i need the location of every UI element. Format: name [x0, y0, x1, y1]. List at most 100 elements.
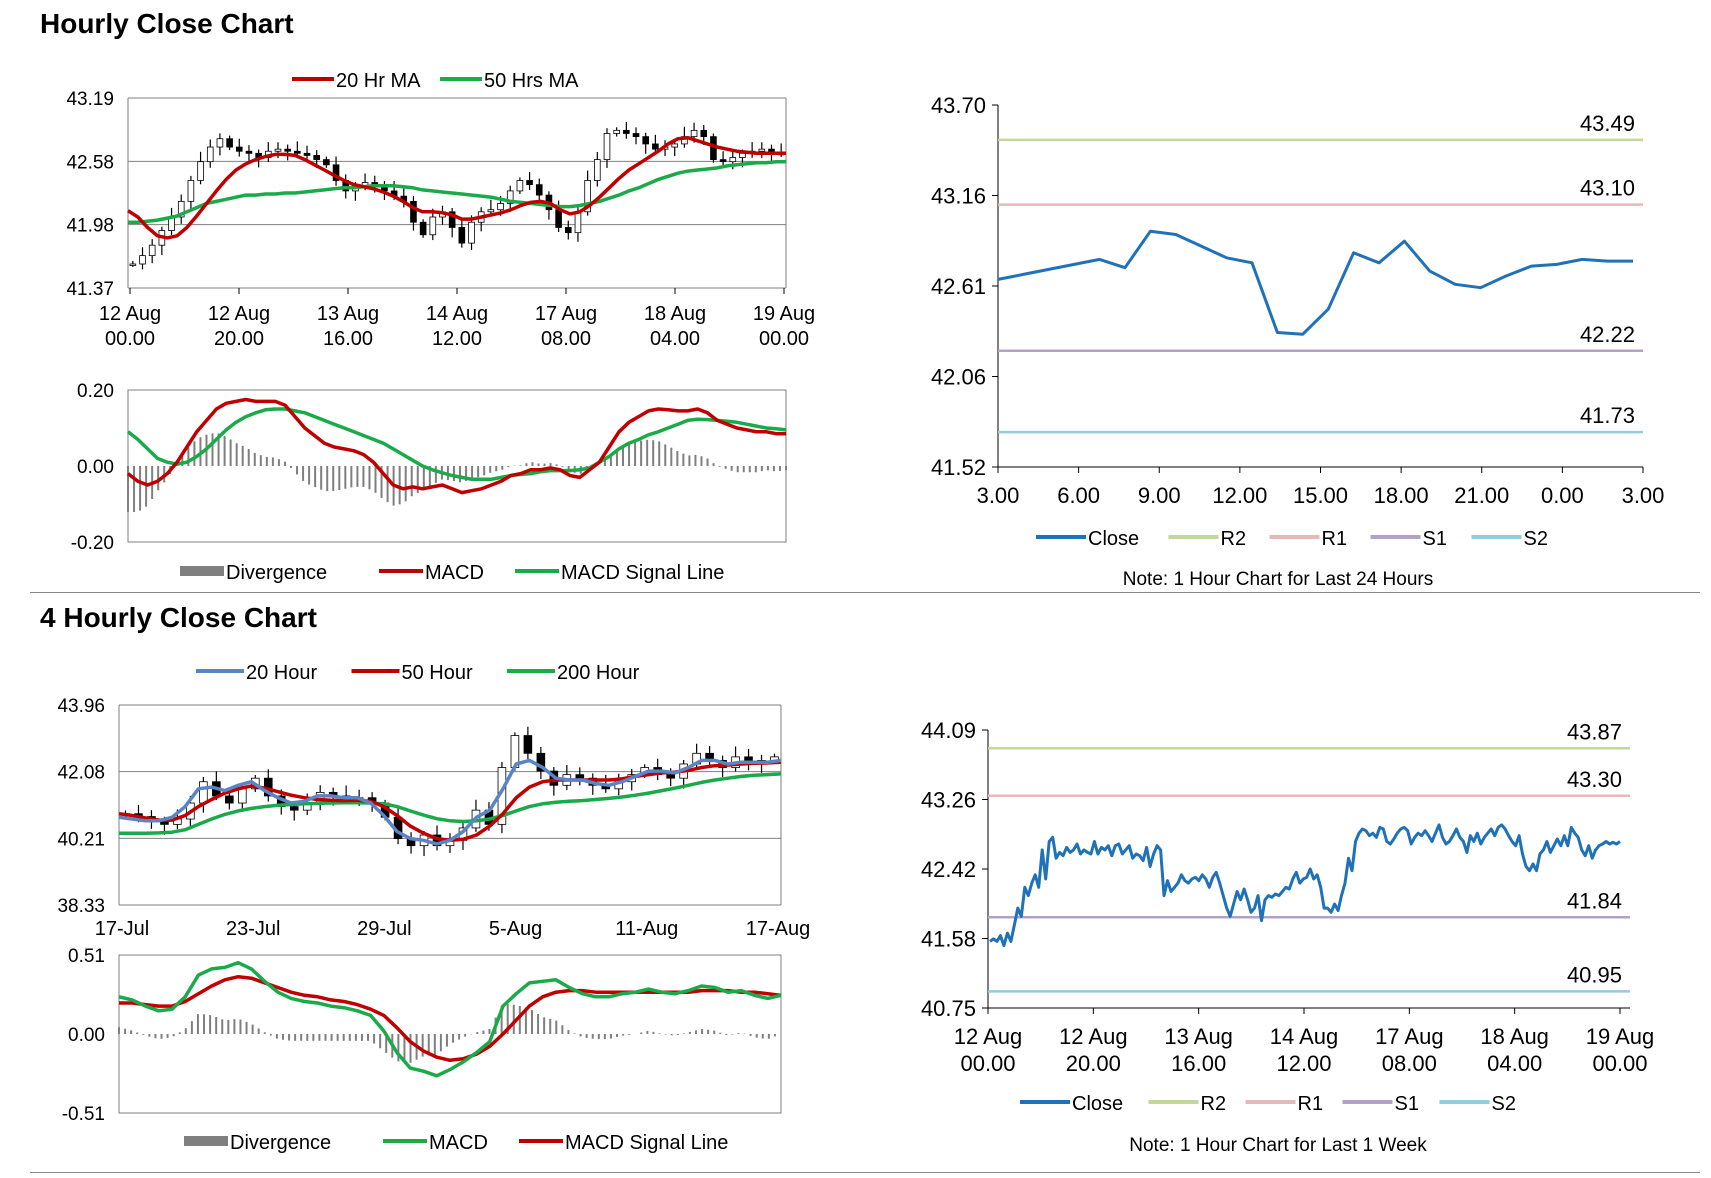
h_price-ma50-line: [128, 159, 786, 224]
h4_pivot-close-line: [989, 823, 1621, 948]
h_price-candle-body: [410, 200, 417, 223]
h_price-xtick-date: 17 Aug: [535, 303, 597, 325]
h_price-candle-body: [584, 180, 591, 213]
h_price-legend-label-0: 20 Hr MA: [336, 70, 421, 92]
h_price-ytick: 41.37: [66, 279, 114, 300]
h_price-ma20-line: [127, 135, 786, 240]
h_price-candle-body: [758, 148, 766, 152]
h4_price-ytick: 38.33: [57, 896, 105, 917]
h_price-candle-body: [206, 146, 214, 163]
h4_pivot-xtick-time: 16.00: [1171, 1051, 1226, 1076]
h4_pivot-xtick-time: 20.00: [1066, 1051, 1121, 1076]
h_price-candle-body: [458, 227, 466, 244]
h_price-candle-body: [468, 221, 475, 244]
h_price-candle-body: [235, 146, 243, 152]
h4_macd-legend-label-2: MACD Signal Line: [565, 1132, 728, 1154]
h4_pivot-level-label-S1: 41.84: [1567, 888, 1622, 913]
h4_price-xtick: 23-Jul: [226, 918, 280, 940]
h_price-candle-body: [226, 138, 233, 148]
h_price-candle-body: [429, 216, 437, 236]
h_price-xtick-time: 16.00: [323, 328, 373, 350]
h_price-candle-body: [632, 133, 640, 138]
h_price-xtick-date: 12 Aug: [99, 303, 161, 325]
h4_pivot-xtick-time: 00.00: [960, 1051, 1015, 1076]
h4_pivot-ytick: 44.09: [921, 718, 976, 743]
h4_price-candle-body: [523, 735, 533, 754]
h_macd-legend-label-0: Divergence: [226, 562, 327, 584]
h_price-candle-body: [177, 200, 185, 218]
h_price-ytick: 43.19: [66, 89, 114, 110]
h_pivot-xtick: 18.00: [1374, 483, 1429, 508]
h_price-xtick-date: 18 Aug: [644, 303, 706, 325]
h_price-candle-body: [506, 190, 514, 204]
h4_pivot-legend-label-1: R2: [1201, 1093, 1227, 1115]
h4_price-xtick: 17-Jul: [95, 918, 149, 940]
h_price-candle-body: [739, 152, 746, 158]
h_price-candle-body: [187, 180, 195, 202]
section-title-hourly: Hourly Close Chart: [40, 8, 294, 39]
h4_price-candle-body: [238, 788, 247, 804]
h_macd-ytick: 0.20: [77, 381, 114, 402]
h4_pivot-xtick-time: 12.00: [1276, 1051, 1331, 1076]
h_macd-frame: [127, 389, 787, 543]
h_macd-legend-swatch-0: [180, 566, 224, 576]
h4_pivot-ytick: 41.58: [921, 927, 976, 952]
h_macd-signal-line: [126, 407, 787, 482]
h4_pivot-xtick-date: 18 Aug: [1480, 1024, 1549, 1049]
h_price-candle-body: [419, 221, 427, 236]
h_pivot-xtick: 15.00: [1293, 483, 1348, 508]
h_price-candle-body: [148, 244, 156, 257]
h_price-candle-body: [613, 129, 620, 134]
h_pivot-level-label-R1: 43.10: [1580, 176, 1635, 201]
h4_pivot-xtick-date: 17 Aug: [1375, 1024, 1444, 1049]
h_price-candle-body: [332, 164, 340, 181]
h4_pivot-xtick-time: 08.00: [1382, 1051, 1437, 1076]
h4_macd-signal-line: [119, 974, 782, 1063]
h_price-xtick-time: 00.00: [759, 328, 809, 350]
h4_pivot-xtick-date: 12 Aug: [954, 1024, 1023, 1049]
h_price-ytick: 41.98: [66, 216, 114, 237]
h_price-xtick-time: 20.00: [214, 328, 264, 350]
h_pivot-legend-label-0: Close: [1088, 528, 1139, 550]
h_price-xtick-time: 04.00: [650, 328, 700, 350]
h_price-candle-body: [603, 133, 611, 160]
h4_macd-legend-label-1: MACD: [429, 1132, 488, 1154]
h_price-candle-body: [323, 159, 330, 166]
h_pivot-note: Note: 1 Hour Chart for Last 24 Hours: [1123, 569, 1433, 590]
h4_macd-ytick: -0.51: [62, 1104, 105, 1125]
h4_pivot-ytick: 42.42: [921, 857, 976, 882]
h_price-candle-body: [497, 203, 504, 211]
h4_macd-legend-label-0: Divergence: [230, 1132, 331, 1154]
h4_price-legend-label-2: 200 Hour: [557, 662, 640, 684]
h4_price-candle-body: [289, 806, 299, 811]
h_price-candle-body: [197, 161, 204, 181]
h4_price-ma200-line: [119, 772, 782, 835]
h_price-candle-body: [487, 209, 495, 213]
h_price-candle-body: [555, 209, 562, 228]
h_pivot-xtick: 12.00: [1212, 483, 1267, 508]
h_pivot-level-label-S1: 42.22: [1580, 322, 1635, 347]
h_price-xtick-date: 19 Aug: [753, 303, 815, 325]
h4_pivot-level-label-S2: 40.95: [1567, 962, 1622, 987]
h_price-candle-body: [564, 227, 572, 234]
h_pivot-legend-label-2: R1: [1322, 528, 1348, 550]
h_price-candle-body: [139, 255, 146, 265]
h_price-candle-body: [216, 138, 224, 148]
h4_pivot-ytick: 40.75: [921, 996, 976, 1021]
section-title-4hourly: 4 Hourly Close Chart: [40, 602, 317, 633]
h_price-candle-body: [729, 157, 737, 163]
h_price-ytick: 42.58: [66, 152, 114, 173]
section-divider: [30, 592, 1700, 593]
h4_price-candle-body: [199, 781, 208, 804]
h_pivot-legend-label-3: S1: [1423, 528, 1447, 550]
h4_pivot-xtick-date: 12 Aug: [1059, 1024, 1128, 1049]
h4_price-ytick: 42.08: [57, 763, 105, 784]
h_price-candle-body: [448, 211, 456, 228]
h_price-candle-body: [535, 184, 543, 196]
h4_pivot-legend-label-0: Close: [1072, 1093, 1123, 1115]
h_price-candle-body: [652, 143, 659, 150]
h_price-candle-body: [284, 148, 291, 152]
h_price-candle-body: [700, 129, 708, 138]
h_price-candle-body: [245, 150, 253, 154]
